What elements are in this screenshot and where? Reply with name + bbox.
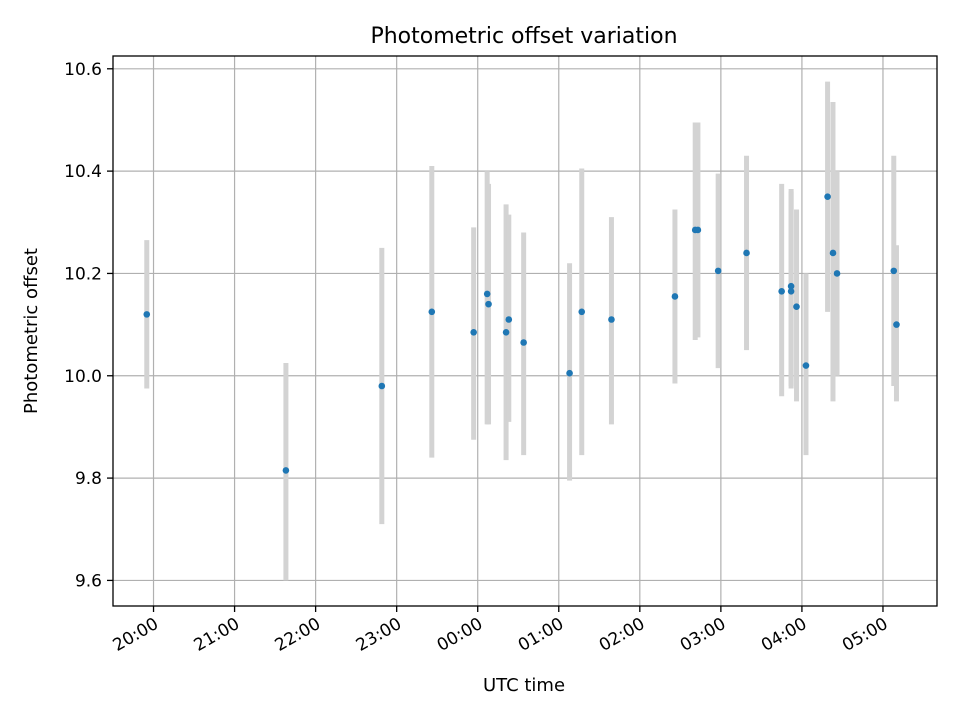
- data-point: [578, 308, 586, 316]
- x-tick-label: 05:00: [839, 614, 891, 656]
- data-point: [787, 282, 795, 290]
- data-point: [505, 316, 513, 323]
- x-tick-label: 01:00: [515, 614, 567, 656]
- y-tick-label: 10.4: [64, 162, 102, 182]
- data-point: [566, 369, 573, 377]
- data-point: [802, 362, 810, 369]
- data-point: [890, 267, 898, 275]
- data-point: [787, 288, 795, 295]
- x-tick-label: 23:00: [353, 614, 405, 656]
- y-axis-label: Photometric offset: [21, 248, 42, 414]
- errorbar-layer: [144, 81, 899, 581]
- data-point: [483, 290, 491, 298]
- data-point: [470, 328, 477, 336]
- y-tick-label: 10.6: [64, 60, 102, 80]
- x-tick-label: 04:00: [758, 614, 810, 656]
- x-axis-label: UTC time: [483, 675, 565, 696]
- data-point: [824, 193, 831, 200]
- data-point: [378, 382, 386, 390]
- plot-frame: [112, 55, 938, 607]
- data-point: [893, 321, 900, 328]
- x-tick-label: 22:00: [272, 614, 324, 656]
- data-point: [282, 467, 290, 474]
- data-point: [778, 288, 785, 295]
- data-point: [833, 270, 841, 277]
- data-point: [143, 311, 151, 318]
- data-point: [694, 226, 702, 234]
- point-layer: [143, 193, 900, 474]
- x-tick-label: 20:00: [110, 614, 162, 656]
- y-tick-label: 10.0: [64, 367, 102, 387]
- x-tick-label: 02:00: [596, 614, 648, 656]
- chart-title: Photometric offset variation: [370, 24, 677, 49]
- data-point: [793, 303, 800, 310]
- x-tick-label: 21:00: [191, 614, 243, 656]
- x-tick-label: 00:00: [434, 614, 486, 656]
- y-tick-label: 10.2: [64, 264, 102, 284]
- y-tick-label: 9.6: [75, 571, 102, 591]
- data-point: [671, 293, 679, 300]
- data-point: [485, 300, 492, 308]
- data-point: [502, 328, 510, 336]
- data-point: [608, 316, 615, 323]
- data-point: [829, 249, 837, 257]
- data-point: [743, 249, 750, 257]
- data-point: [428, 308, 436, 316]
- x-tick-label: 03:00: [677, 614, 729, 656]
- data-point: [520, 339, 527, 346]
- y-tick-label: 9.8: [75, 469, 102, 489]
- data-point: [714, 267, 722, 275]
